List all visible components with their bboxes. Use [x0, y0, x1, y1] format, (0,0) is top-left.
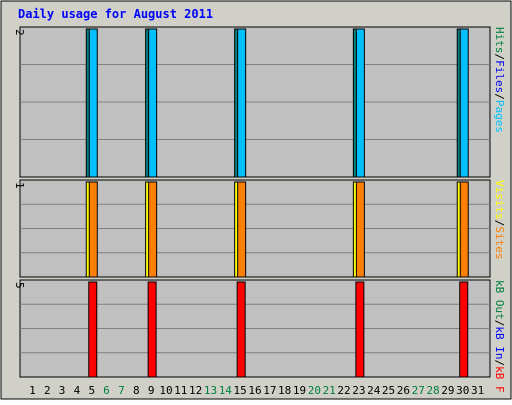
legend-entry: Sites [493, 226, 506, 259]
panel-visits-sites: 1 Visits/Sites [13, 179, 506, 278]
x-tick-label: 10 [159, 384, 172, 397]
x-axis-labels: 1 2 3 4 5 6 7 8 9 10 11 12 13 14 15 16 17 18 19 20 21 22 23 24 2… [29, 384, 484, 397]
legend-entry: / [493, 54, 506, 61]
x-tick-label: 21 [323, 384, 336, 397]
bar-pages-day-9 [148, 28, 158, 178]
bar-sites-day-5 [88, 181, 98, 278]
x-tick-label: 31 [471, 384, 484, 397]
bar-pages-day-23 [355, 28, 365, 178]
bar-sites-day-30 [459, 181, 469, 278]
legend-entry: / [493, 93, 506, 100]
legend-entry: Visits [493, 180, 506, 220]
x-tick-label: 16 [248, 384, 261, 397]
legend-hits-files-pages: Hits/Files/Pages [493, 27, 506, 133]
x-tick-label: 9 [148, 384, 155, 397]
legend-entry: / [493, 360, 506, 367]
x-tick-label: 18 [278, 384, 291, 397]
x-tick-label: 12 [189, 384, 202, 397]
bar-pages-day-30 [459, 28, 469, 178]
x-tick-label: 30 [456, 384, 469, 397]
x-tick-label: 8 [133, 384, 140, 397]
x-tick-label: 6 [103, 384, 110, 397]
legend-entry: / [493, 320, 506, 327]
x-tick-label: 13 [204, 384, 217, 397]
panel-hits-files-pages: 2 Hits/Files/Pages [13, 26, 506, 178]
x-tick-label: 20 [308, 384, 321, 397]
x-tick-label: 25 [382, 384, 395, 397]
x-tick-label: 5 [88, 384, 95, 397]
legend-entry: / [493, 220, 506, 227]
x-tick-label: 22 [337, 384, 350, 397]
bar-pages-day-15 [237, 28, 247, 178]
x-tick-label: 1 [29, 384, 36, 397]
x-tick-label: 15 [234, 384, 247, 397]
y-max-label: 1 [13, 182, 26, 189]
y-max-label: 5 [13, 282, 26, 289]
x-tick-label: 29 [441, 384, 454, 397]
x-tick-label: 24 [367, 384, 381, 397]
legend-kbytes: kB Out/kB In/kB F [493, 280, 506, 393]
legend-entry: kB Out [493, 280, 506, 320]
x-tick-label: 11 [174, 384, 187, 397]
chart-title: Daily usage for August 2011 [18, 7, 213, 21]
panel-kbytes: 5 kB Out/kB In/kB F [13, 279, 506, 393]
x-tick-label: 19 [293, 384, 306, 397]
bar-kb-f-day-23 [355, 281, 365, 378]
x-tick-label: 3 [59, 384, 66, 397]
bar-sites-day-23 [355, 181, 365, 278]
bar-kb-f-day-15 [236, 281, 246, 378]
x-tick-label: 28 [426, 384, 439, 397]
x-tick-label: 27 [412, 384, 425, 397]
bar-kb-f-day-5 [88, 281, 98, 378]
bar-kb-f-day-30 [459, 281, 469, 378]
bar-kb-f-day-9 [147, 281, 157, 378]
legend-visits-sites: Visits/Sites [493, 180, 506, 260]
y-max-label: 2 [13, 29, 26, 36]
legend-entry: Hits [493, 27, 506, 54]
x-tick-label: 23 [352, 384, 365, 397]
bar-sites-day-9 [148, 181, 158, 278]
legend-entry: Files [493, 60, 506, 93]
legend-entry: Pages [493, 100, 506, 133]
x-tick-label: 2 [44, 384, 51, 397]
legend-entry: kB F [493, 366, 506, 393]
x-tick-label: 7 [118, 384, 125, 397]
legend-entry: kB In [493, 326, 506, 359]
x-tick-label: 14 [219, 384, 233, 397]
bar-pages-day-5 [88, 28, 98, 178]
x-tick-label: 17 [263, 384, 276, 397]
x-tick-label: 26 [397, 384, 410, 397]
bar-sites-day-15 [237, 181, 247, 278]
x-tick-label: 4 [74, 384, 81, 397]
